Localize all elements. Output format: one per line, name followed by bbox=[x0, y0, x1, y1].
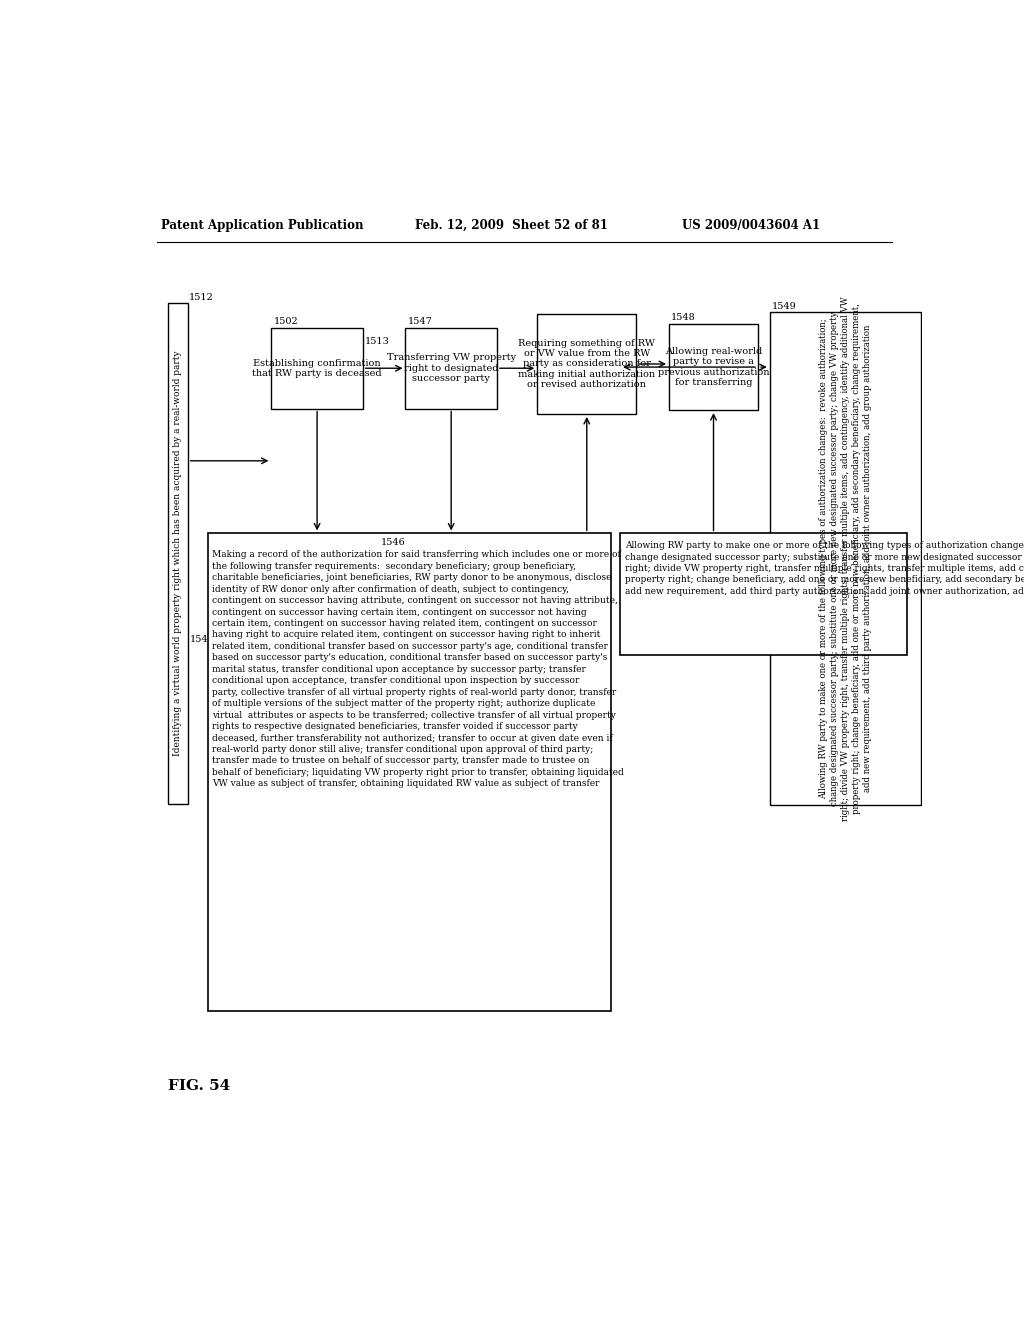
Text: Allowing RW party to make one or more of the following types of authorization ch: Allowing RW party to make one or more of… bbox=[818, 297, 872, 821]
Text: 1547: 1547 bbox=[408, 317, 433, 326]
Text: Patent Application Publication: Patent Application Publication bbox=[161, 219, 364, 231]
Text: 1512: 1512 bbox=[189, 293, 214, 302]
Bar bbox=[669, 323, 758, 411]
Bar bbox=[621, 533, 907, 655]
Text: Allowing RW party to make one or more of the following types of authorization ch: Allowing RW party to make one or more of… bbox=[625, 541, 1024, 595]
Text: Allowing real-world
party to revise a
previous authorization
for transferring: Allowing real-world party to revise a pr… bbox=[657, 347, 769, 387]
Text: 1549: 1549 bbox=[772, 302, 797, 312]
Text: 1545: 1545 bbox=[190, 635, 215, 644]
Text: FIG. 54: FIG. 54 bbox=[168, 1078, 230, 1093]
Text: Establishing confirmation
that RW party is deceased: Establishing confirmation that RW party … bbox=[252, 359, 382, 378]
Text: Feb. 12, 2009  Sheet 52 of 81: Feb. 12, 2009 Sheet 52 of 81 bbox=[415, 219, 607, 231]
Text: US 2009/0043604 A1: US 2009/0043604 A1 bbox=[682, 219, 820, 231]
Bar bbox=[406, 327, 497, 409]
Bar bbox=[168, 304, 187, 804]
Text: 1502: 1502 bbox=[273, 317, 298, 326]
Bar bbox=[271, 327, 362, 409]
Text: 1513: 1513 bbox=[365, 337, 389, 346]
Text: 1546: 1546 bbox=[381, 539, 406, 548]
Bar bbox=[208, 533, 611, 1011]
Text: Transferring VW property
right to designated
successor party: Transferring VW property right to design… bbox=[387, 354, 516, 383]
Text: Requiring something of RW
or VW value from the RW
party as consideration for
mak: Requiring something of RW or VW value fr… bbox=[518, 339, 655, 389]
Text: 1548: 1548 bbox=[672, 313, 696, 322]
Bar bbox=[770, 313, 921, 805]
Text: Identifying a virtual world property right which has been acquired by a real-wor: Identifying a virtual world property rig… bbox=[173, 351, 182, 756]
Text: Making a record of the authorization for said transferring which includes one or: Making a record of the authorization for… bbox=[212, 550, 625, 788]
Bar bbox=[538, 314, 636, 414]
